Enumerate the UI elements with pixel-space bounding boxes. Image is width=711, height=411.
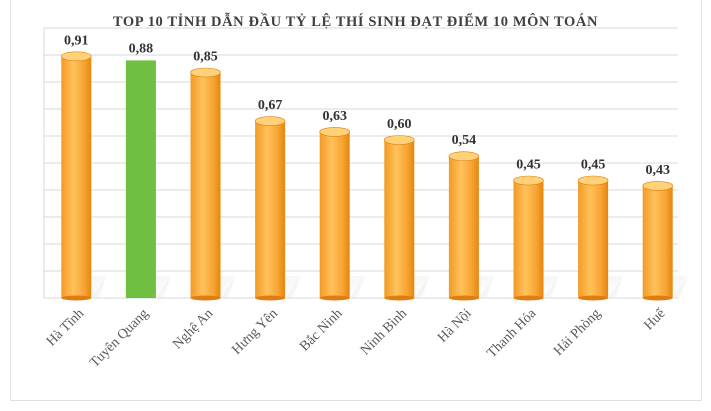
bar-base: [319, 295, 350, 301]
bar-base: [384, 295, 415, 301]
category-label: Nghệ An: [170, 306, 216, 352]
category-label: Hà Nội: [435, 306, 475, 346]
bar: [319, 131, 350, 298]
value-label: 0,43: [645, 163, 670, 178]
bar: [642, 185, 673, 298]
value-labels: 0,91 0,88 0,85 0,67 0,63 0,60 0,54 0,45 0,45 0,43: [64, 33, 670, 178]
bars: [61, 51, 674, 301]
value-label: 0,60: [387, 117, 412, 132]
value-label: 0,85: [193, 50, 218, 65]
category-label: Hà Tĩnh: [44, 306, 87, 349]
bar-cap: [577, 175, 609, 186]
category-label: Thanh Hóa: [484, 306, 539, 361]
bar: [448, 156, 479, 298]
bar-cap: [319, 127, 351, 137]
bar: [255, 121, 286, 298]
bar-base: [578, 295, 609, 301]
value-label: 0,91: [64, 33, 89, 48]
category-label: Huế: [641, 306, 669, 334]
bar-cap: [383, 135, 415, 145]
bar-highlight: [125, 60, 156, 299]
bar-base: [255, 295, 286, 301]
category-label: Bắc Ninh: [297, 306, 345, 354]
category-label: Ninh Bình: [358, 306, 410, 358]
bar: [513, 180, 544, 298]
bar: [384, 140, 415, 298]
bar-base: [513, 295, 544, 301]
bar: [578, 180, 609, 298]
bar: [61, 56, 92, 298]
value-label: 0,67: [258, 98, 283, 113]
value-label: 0,45: [581, 158, 606, 173]
category-label: Hải Phòng: [551, 306, 604, 359]
bar-cap: [190, 67, 221, 78]
bar-cap: [513, 175, 544, 186]
bar-base: [190, 295, 221, 301]
bar: [190, 72, 221, 298]
category-label: Tuyên Quang: [87, 306, 151, 370]
value-label: 0,63: [322, 109, 347, 124]
value-label: 0,45: [516, 158, 541, 173]
category-label: Hưng Yên: [229, 306, 281, 358]
bar-cap: [642, 181, 674, 191]
value-label: 0,54: [452, 133, 477, 148]
bar-base: [448, 295, 479, 301]
bar-cap: [61, 51, 92, 62]
bar-base: [642, 295, 673, 301]
value-label: 0,88: [129, 41, 154, 56]
chart-title: TOP 10 TỈNH DẪN ĐẦU TỶ LỆ THÍ SINH ĐẠT Đ…: [112, 14, 599, 30]
bar-cap: [254, 116, 286, 126]
category-labels: Hà Tĩnh Tuyên Quang Nghệ An Hưng Yên Bắc Nin…: [44, 306, 669, 371]
bar-cap: [448, 151, 480, 161]
bar-base: [61, 295, 92, 301]
